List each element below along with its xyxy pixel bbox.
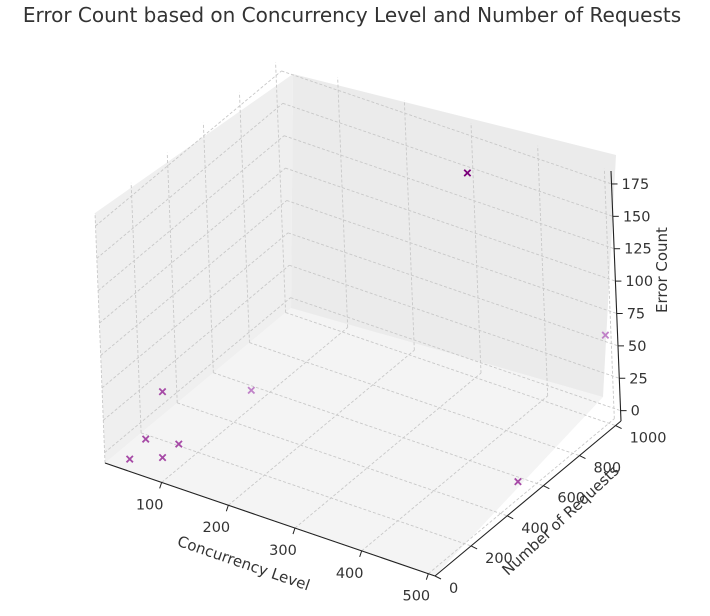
data-point [174,440,183,448]
x-tick-label: 200 [202,520,230,536]
y-tick-label: 1000 [630,431,667,447]
gridline-z [101,232,289,389]
y-axis-line [434,420,622,577]
gridline-z [97,135,285,292]
z-tick-label: 100 [625,274,653,290]
y-tick-label: 400 [521,521,549,537]
gridline-z [96,102,284,259]
y-tick-mark [615,425,622,429]
gridline-x [161,327,348,483]
z-tick-label: 0 [631,404,640,420]
gridline-z [286,200,617,314]
z-tick-label: 75 [627,306,645,322]
gridline-x [337,77,349,328]
gridline-z [289,264,620,379]
x-tick-label: 100 [136,497,164,513]
gridline-z [290,297,621,412]
gridline-y [275,62,287,313]
gridline-y [177,402,508,517]
gridline-y [202,122,214,373]
z-tick-label: 150 [623,209,651,225]
data-point [141,435,150,443]
gridline-y [213,372,544,487]
y-tick-mark [543,485,550,490]
gridline-y [140,432,472,547]
data-point [158,453,167,462]
x-axis-line [104,462,436,577]
y-tick-mark [470,545,478,550]
gridline-z [104,297,291,453]
x-tick-mark [225,505,229,512]
x-tick-label: 500 [402,589,430,605]
z-axis-line [610,170,622,422]
x-tick-mark [159,482,163,489]
gridline-y [285,312,616,426]
chart-panes [95,74,616,576]
gridline-x [537,145,549,396]
y-tick-mark [434,575,442,580]
x-axis-label: Concurrency Level [175,532,312,594]
gridline-y [166,152,178,403]
x-tick-mark [359,550,363,558]
data-point [601,331,610,339]
gridline-z [103,264,290,421]
axes [104,170,627,580]
gridline-x [228,349,415,506]
y-tick-label: 0 [449,581,458,597]
x-tick-mark [425,573,429,580]
gridline-z [285,167,616,282]
gridline-z [283,135,615,250]
z-tick-label: 50 [628,339,646,355]
gridline-x [403,100,415,351]
chart-title: Error Count based on Concurrency Level a… [23,3,681,27]
gridline-x [294,372,482,529]
z-tick-label: 175 [622,177,650,193]
gridline-x [470,123,482,374]
pane-back-right [291,74,616,397]
data-point [463,169,472,177]
gridline-z [99,167,286,324]
gridline-y [239,92,250,343]
z-tick-label: 25 [629,371,647,387]
z-axis-label: Error Count [653,227,671,313]
gridline-x [603,168,615,419]
data-point [514,477,522,486]
gridline-z [100,200,287,356]
pane-floor [105,308,603,576]
data-point [158,387,167,396]
gridline-y [130,182,142,433]
gridline-y [249,342,580,457]
gridline-z [282,102,613,217]
x-tick-label: 400 [336,566,364,582]
gridline-y [94,212,106,464]
x-tick-label: 300 [269,543,297,559]
gridline-z [287,232,619,347]
data-point [125,455,134,463]
pane-back-left [95,74,293,463]
gridline-z [95,70,282,227]
y-tick-mark [507,515,514,520]
tick-labels: 100 200 300 400 500 0 200 400 600 800 1000 0 25 50 75 1… [136,177,667,605]
gridline-x [361,395,548,552]
y-tick-mark [579,455,586,460]
y-tick-label: 200 [485,551,513,567]
x-tick-mark [292,527,296,535]
data-point [247,386,256,395]
gridline-x [428,418,615,575]
gridline-z [281,70,612,185]
y-tick-label: 800 [593,461,621,477]
z-tick-label: 125 [624,242,652,258]
data-points [125,169,610,486]
y-tick-label: 600 [557,491,585,507]
